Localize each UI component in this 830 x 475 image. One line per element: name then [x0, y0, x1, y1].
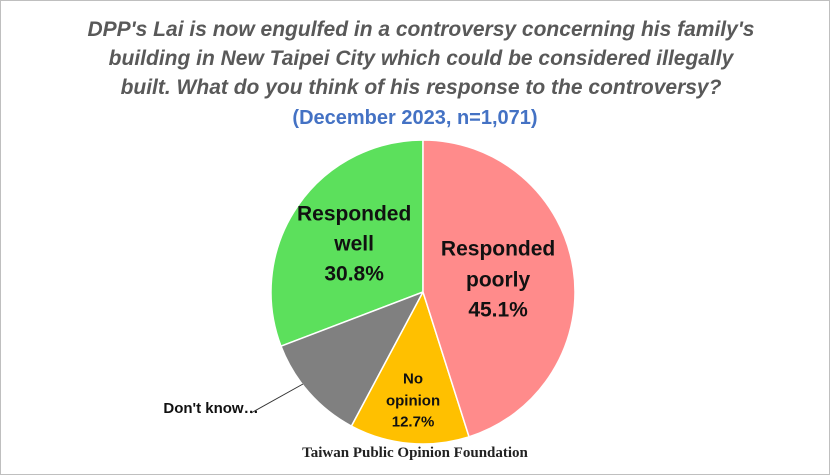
slice-name: No opinion — [385, 370, 441, 410]
pie-slice — [270, 139, 424, 348]
slice-name: Responded poorly — [440, 237, 556, 292]
pie-slice — [350, 290, 471, 445]
slice-value: 45.1% — [468, 298, 528, 322]
source: Taiwan Public Opinion Foundation — [302, 445, 528, 461]
leader-line — [250, 383, 304, 414]
pie-slice — [422, 139, 576, 438]
chart-subtitle: (December 2023, n=1,071) — [292, 107, 538, 129]
slice-value: 30.8% — [324, 262, 384, 286]
slice-label: No opinion 12.7% — [378, 368, 448, 433]
slice-value: 12.7% — [391, 413, 435, 431]
pie-slice — [280, 290, 425, 428]
slice-name: Don't know… — [163, 400, 259, 418]
chart-title: DPP's Lai is now engulfed in a controver… — [87, 18, 755, 99]
slice-label: Responded poorly 45.1% — [423, 235, 573, 326]
slice-label: Don't know… — [151, 398, 271, 420]
slice-name: Responded well — [296, 201, 412, 256]
slice-label: Responded well 30.8% — [284, 199, 424, 290]
